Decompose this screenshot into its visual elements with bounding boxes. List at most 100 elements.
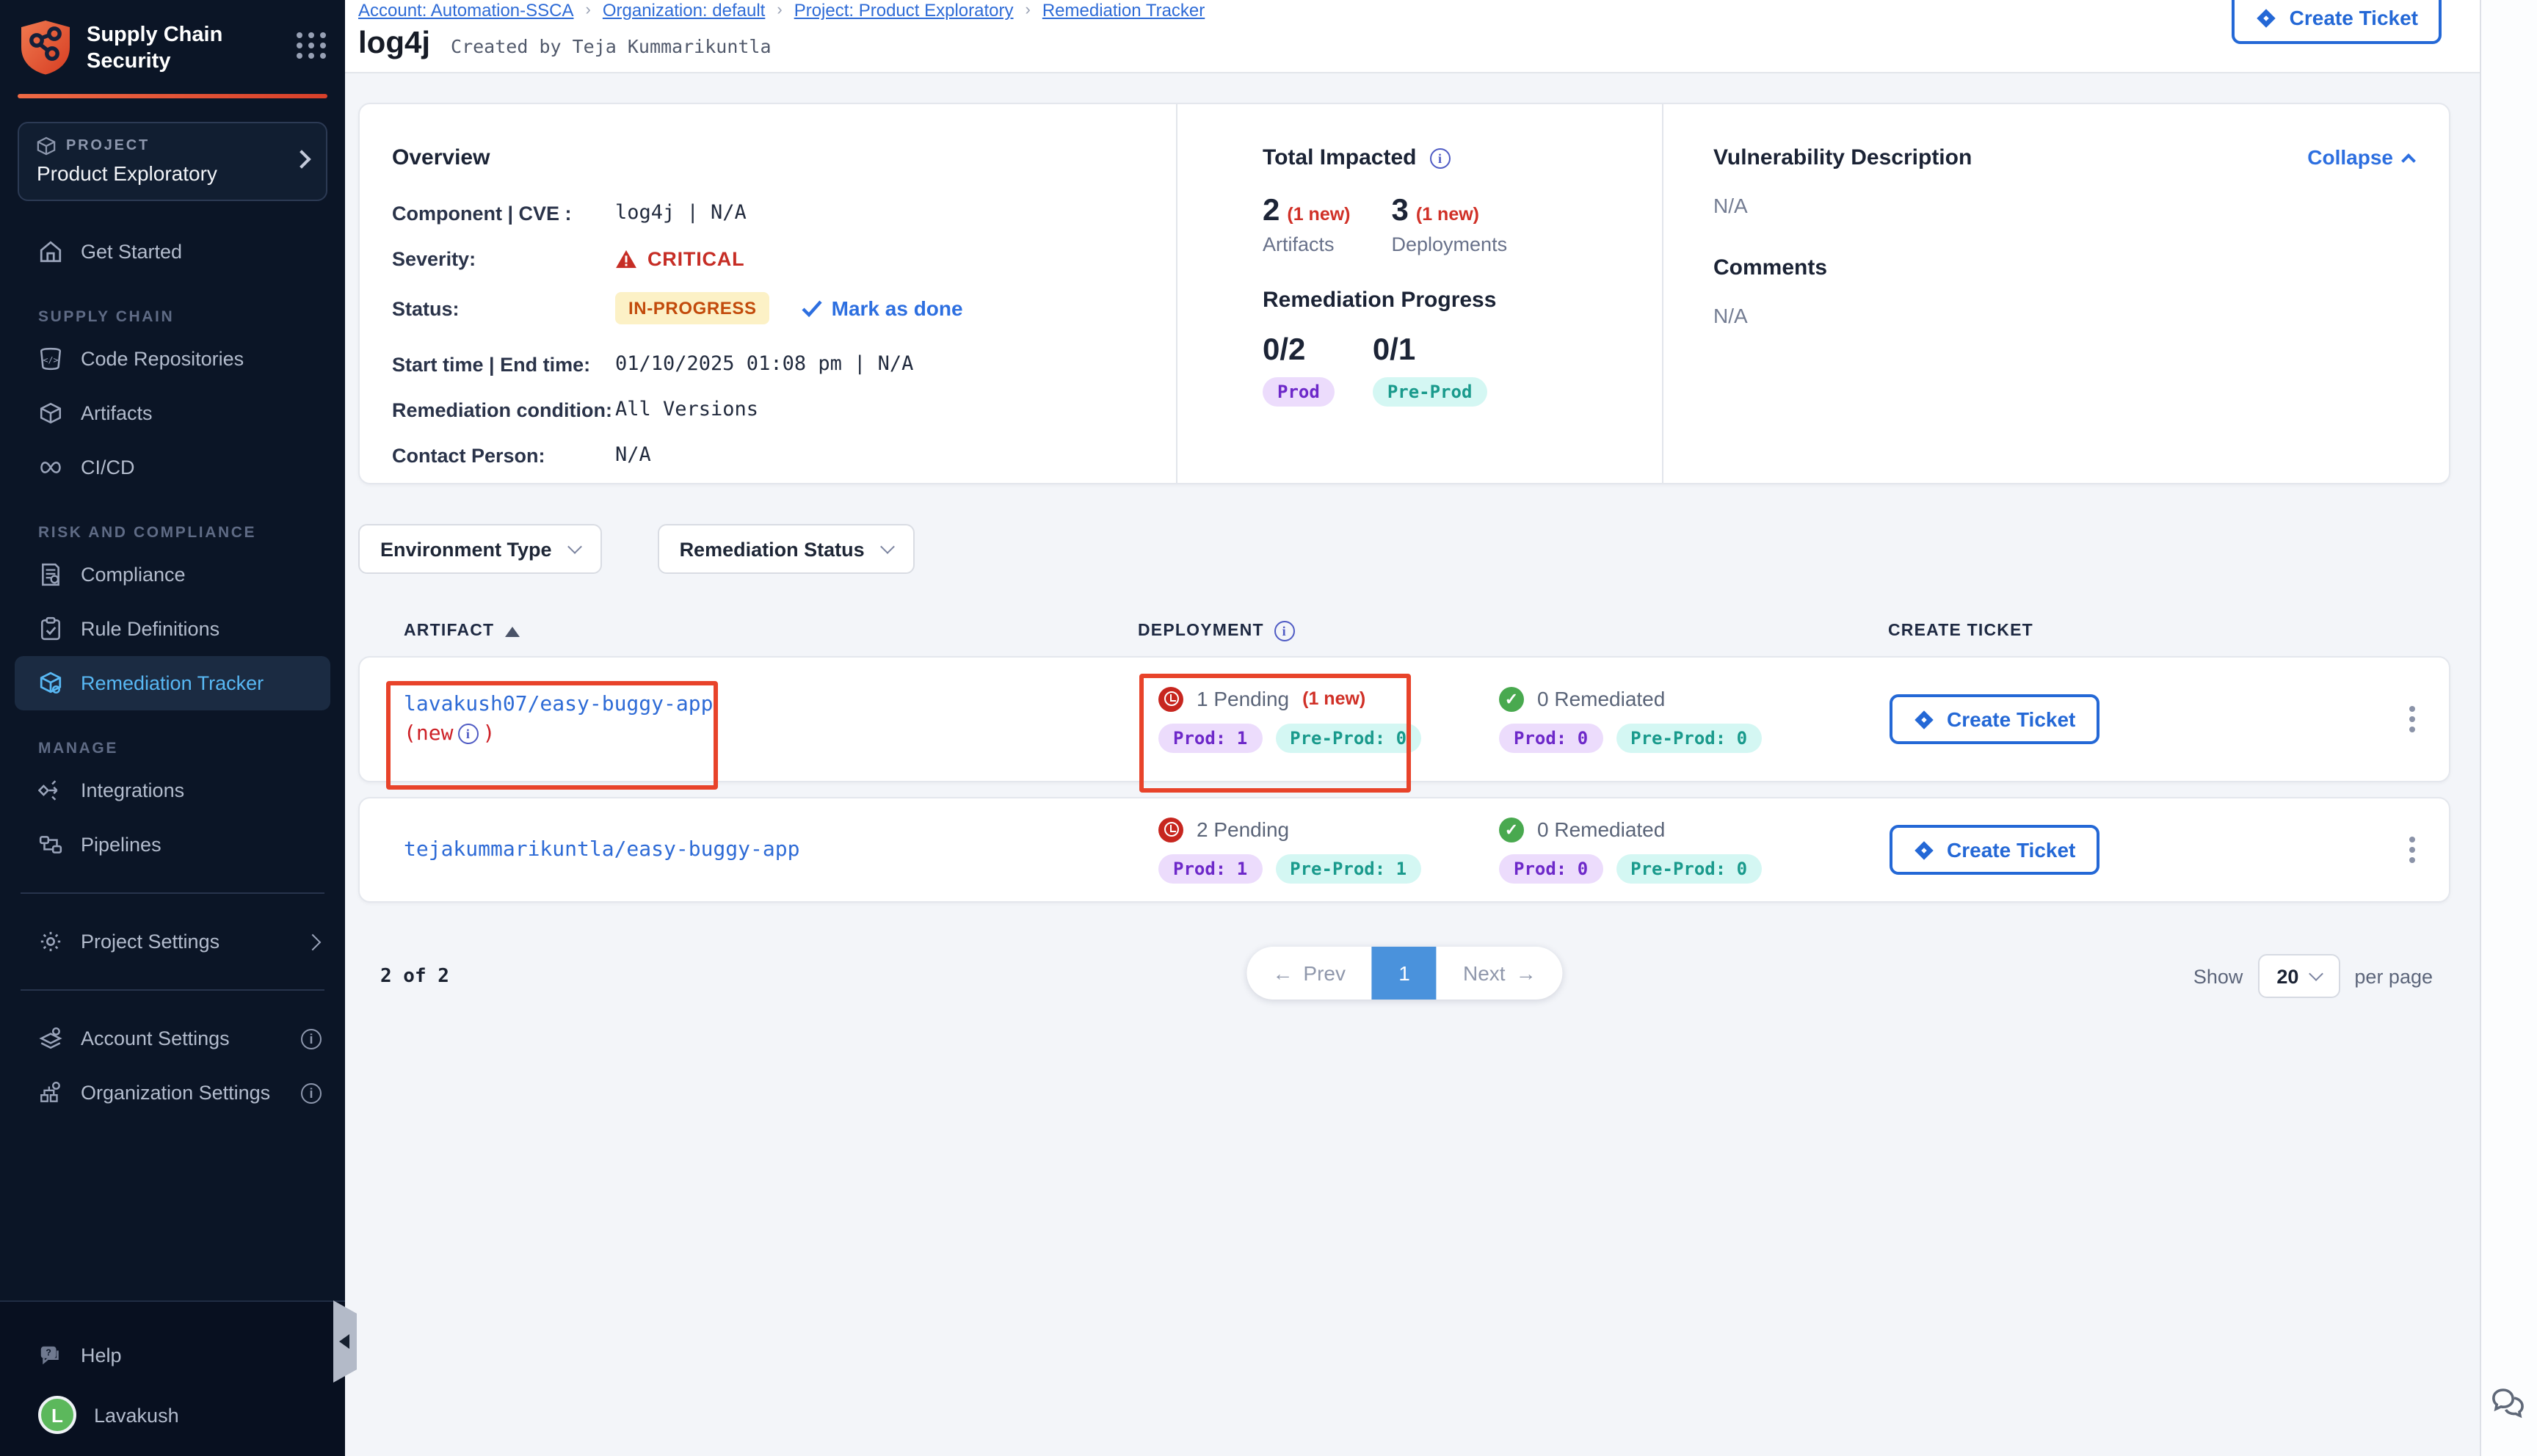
prod-badge: Prod	[1263, 377, 1335, 407]
sidebar-item-compliance[interactable]: Compliance	[0, 547, 345, 602]
app-title: Supply Chain Security	[87, 23, 223, 74]
sidebar-section-manage: MANAGE	[38, 740, 118, 757]
help-chat-icon: ?	[40, 1346, 59, 1365]
preprod-progress-stat: 0/1 Pre-Prod	[1372, 333, 1487, 407]
artifact-link[interactable]: tejakummarikuntla/easy-buggy-app	[404, 838, 800, 862]
info-icon[interactable]: i	[301, 1028, 322, 1049]
remediation-box-icon	[40, 671, 62, 694]
sidebar-item-help[interactable]: ? Help	[0, 1328, 345, 1383]
sidebar-item-get-started[interactable]: Get Started	[0, 225, 345, 279]
remediation-status-filter[interactable]: Remediation Status	[657, 524, 915, 574]
overview-card: Overview Component | CVE : log4j | N/A S…	[358, 103, 2450, 484]
condition-label: Remediation condition:	[392, 398, 612, 421]
contact-value: N/A	[615, 443, 651, 467]
prod-count-badge: Prod: 0	[1499, 853, 1603, 883]
sidebar-item-code-repositories[interactable]: </> Code Repositories	[0, 332, 345, 386]
sidebar-item-integrations[interactable]: Integrations	[0, 763, 345, 818]
info-icon[interactable]: i	[1429, 148, 1451, 168]
overview-section: Overview Component | CVE : log4j | N/A S…	[360, 104, 1176, 483]
sidebar-item-artifacts[interactable]: Artifacts	[0, 386, 345, 440]
sidebar-item-organization-settings[interactable]: Organization Settings i	[0, 1066, 345, 1120]
app-switcher-icon[interactable]	[297, 32, 327, 59]
create-ticket-button-row[interactable]: Create Ticket	[1890, 694, 2099, 744]
prev-page-button[interactable]: ← Prev	[1272, 961, 1346, 985]
pending-clock-icon	[1158, 686, 1183, 711]
breadcrumb-current[interactable]: Remediation Tracker	[1042, 0, 1205, 21]
sidebar-user[interactable]: L Lavakush	[0, 1383, 345, 1447]
next-page-button[interactable]: Next →	[1463, 961, 1536, 985]
sidebar-divider	[21, 892, 324, 894]
sort-ascending-icon	[504, 626, 520, 636]
svg-text:</>: </>	[43, 354, 58, 365]
remediation-progress-heading: Remediation Progress	[1263, 288, 1497, 313]
breadcrumb-account[interactable]: Account: Automation-SSCA	[358, 0, 574, 21]
remediated-check-icon: ✓	[1499, 686, 1524, 711]
gear-icon	[40, 931, 61, 952]
vulnerability-section: Vulnerability Description Collapse N/A C…	[1662, 104, 2449, 483]
create-ticket-button-row[interactable]: Create Ticket	[1890, 825, 2099, 875]
prod-progress-stat: 0/2 Prod	[1263, 333, 1335, 407]
table-row[interactable]: tejakummarikuntla/easy-buggy-app 2 Pendi…	[358, 797, 2450, 903]
sidebar-collapse-handle[interactable]	[333, 1300, 357, 1383]
column-header-artifact[interactable]: ARTIFACT	[358, 622, 1138, 640]
infinity-icon	[40, 462, 61, 473]
severity-value: CRITICAL	[615, 247, 744, 269]
jira-diamond-icon	[2257, 8, 2276, 27]
remediated-group: ✓ 0 Remediated Prod: 0 Pre-Prod: 0	[1499, 686, 1763, 752]
chevron-down-icon	[2308, 967, 2323, 981]
filters-row: Environment Type Remediation Status	[358, 524, 2450, 574]
sidebar-item-project-settings[interactable]: Project Settings	[0, 914, 345, 969]
preprod-count-badge: Pre-Prod: 1	[1275, 853, 1422, 883]
sidebar-item-pipelines[interactable]: Pipelines	[0, 818, 345, 872]
page-content: Overview Component | CVE : log4j | N/A S…	[345, 73, 2480, 1456]
time-label: Start time | End time:	[392, 353, 591, 375]
environment-type-filter[interactable]: Environment Type	[358, 524, 602, 574]
sidebar-divider	[21, 989, 324, 991]
impacted-artifacts-stat: 2 (1 new) Artifacts	[1263, 194, 1351, 255]
column-header-create-ticket: CREATE TICKET	[1888, 622, 2033, 640]
sidebar-item-remediation-tracker[interactable]: Remediation Tracker	[15, 656, 330, 710]
compliance-doc-icon	[42, 563, 59, 586]
create-ticket-button-header[interactable]: Create Ticket	[2232, 0, 2442, 44]
chevron-up-icon	[2401, 153, 2416, 167]
mark-as-done-link[interactable]: Mark as done	[802, 296, 963, 320]
row-menu-kebab-icon[interactable]	[2400, 697, 2424, 741]
sidebar-item-account-settings[interactable]: Account Settings i	[0, 1011, 345, 1066]
warning-triangle-icon	[616, 249, 636, 268]
info-icon[interactable]: i	[457, 724, 479, 744]
brand-accent-divider	[18, 94, 327, 98]
sidebar: Supply Chain Security PROJECT Product Ex…	[0, 0, 345, 1456]
right-gutter	[2480, 0, 2537, 1456]
table-row[interactable]: lavakush07/easy-buggy-app (new i ) 1 Pen…	[358, 656, 2450, 782]
code-repo-icon: </>	[40, 347, 62, 371]
page-title: log4j	[358, 26, 431, 60]
info-icon[interactable]: i	[1274, 621, 1295, 641]
breadcrumb-organization[interactable]: Organization: default	[602, 0, 766, 21]
vulnerability-description-heading: Vulnerability Description	[1713, 145, 1972, 170]
page-size-select[interactable]: 20	[2257, 954, 2340, 998]
artifact-cell: tejakummarikuntla/easy-buggy-app	[360, 838, 1139, 862]
status-label: Status:	[392, 297, 460, 319]
total-impacted-heading: Total Impacted	[1263, 145, 1417, 170]
prod-count-badge: Prod: 0	[1499, 723, 1603, 752]
pagination-row: 2 of 2 ← Prev 1 Next → Show 20	[358, 947, 2450, 1005]
pagination-summary: 2 of 2	[380, 965, 449, 987]
row-menu-kebab-icon[interactable]	[2400, 828, 2424, 872]
sidebar-item-rule-definitions[interactable]: Rule Definitions	[0, 602, 345, 656]
status-badge: IN-PROGRESS	[615, 292, 770, 324]
info-icon[interactable]: i	[301, 1082, 322, 1103]
artifact-box-icon	[40, 402, 62, 424]
sidebar-footer: ? Help L Lavakush	[0, 1300, 345, 1456]
jira-diamond-icon	[1914, 840, 1934, 859]
breadcrumb-project[interactable]: Project: Product Exploratory	[794, 0, 1014, 21]
jira-diamond-icon	[1914, 710, 1934, 729]
sidebar-item-cicd[interactable]: CI/CD	[0, 440, 345, 495]
page-number-active[interactable]: 1	[1372, 947, 1437, 1000]
artifact-link[interactable]: lavakush07/easy-buggy-app	[404, 693, 714, 716]
chat-bubbles-icon[interactable]	[2489, 1386, 2528, 1424]
collapse-link[interactable]: Collapse	[2307, 145, 2416, 169]
breadcrumb-separator: ›	[777, 1, 783, 19]
main-area: Account: Automation-SSCA › Organization:…	[345, 0, 2480, 1456]
project-selector[interactable]: PROJECT Product Exploratory	[18, 122, 327, 201]
